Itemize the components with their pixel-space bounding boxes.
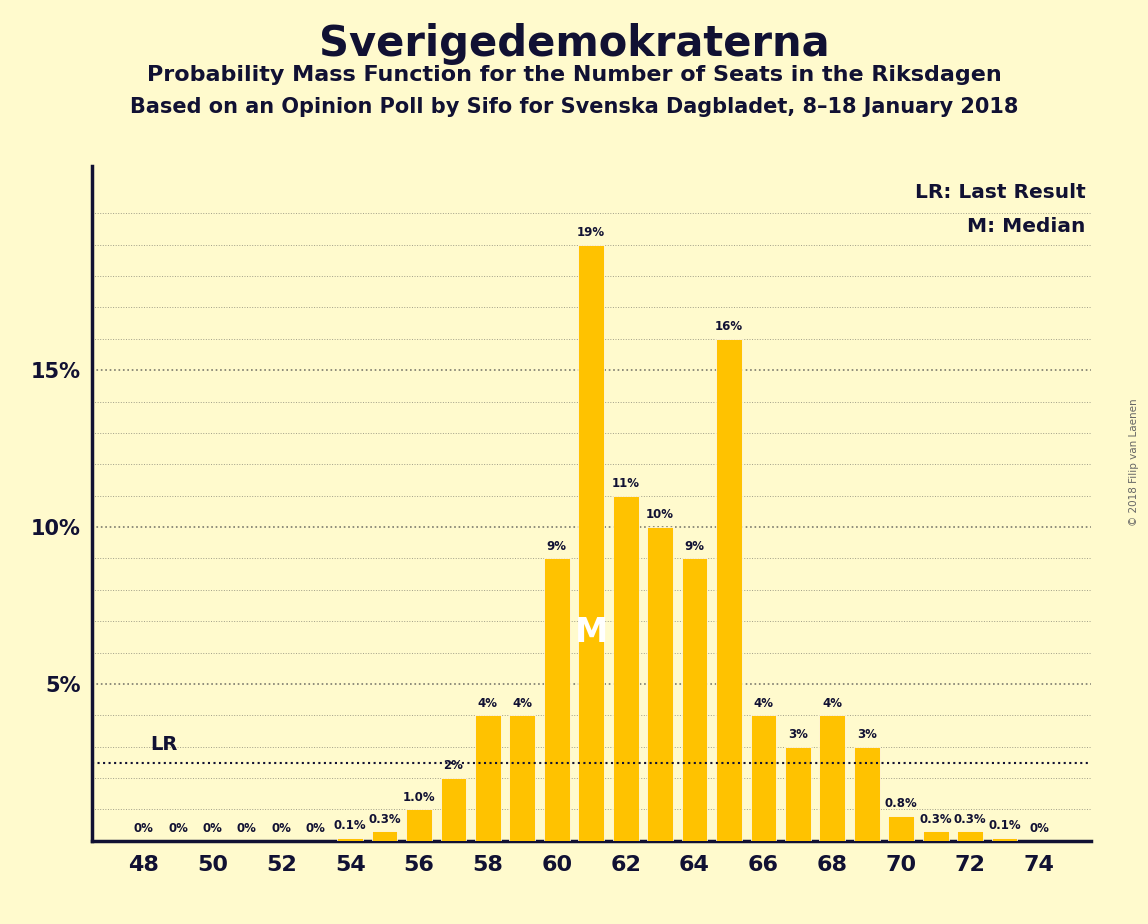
Bar bbox=[579, 245, 604, 841]
Text: M: M bbox=[575, 615, 607, 649]
Bar bbox=[785, 747, 810, 841]
Bar bbox=[820, 715, 845, 841]
Text: 0.3%: 0.3% bbox=[920, 813, 952, 826]
Text: 19%: 19% bbox=[577, 226, 605, 239]
Bar bbox=[406, 809, 432, 841]
Text: 9%: 9% bbox=[684, 540, 705, 553]
Bar bbox=[338, 838, 363, 841]
Text: 0%: 0% bbox=[305, 822, 326, 835]
Bar bbox=[923, 832, 948, 841]
Text: 0%: 0% bbox=[168, 822, 188, 835]
Text: 0.1%: 0.1% bbox=[334, 819, 366, 832]
Text: 4%: 4% bbox=[512, 697, 533, 710]
Text: Probability Mass Function for the Number of Seats in the Riksdagen: Probability Mass Function for the Number… bbox=[147, 65, 1001, 85]
Text: 0.8%: 0.8% bbox=[885, 797, 917, 810]
Text: 0%: 0% bbox=[1029, 822, 1049, 835]
Bar bbox=[475, 715, 501, 841]
Text: 0%: 0% bbox=[133, 822, 154, 835]
Bar bbox=[889, 816, 914, 841]
Text: 0%: 0% bbox=[202, 822, 223, 835]
Text: 0%: 0% bbox=[271, 822, 292, 835]
Text: 4%: 4% bbox=[753, 697, 774, 710]
Text: 3%: 3% bbox=[788, 728, 808, 741]
Text: 10%: 10% bbox=[646, 508, 674, 521]
Text: 0.3%: 0.3% bbox=[954, 813, 986, 826]
Bar bbox=[992, 838, 1017, 841]
Text: 2%: 2% bbox=[443, 760, 464, 772]
Text: 4%: 4% bbox=[822, 697, 843, 710]
Bar bbox=[647, 527, 673, 841]
Text: 11%: 11% bbox=[612, 477, 639, 490]
Text: 9%: 9% bbox=[546, 540, 567, 553]
Text: 3%: 3% bbox=[856, 728, 877, 741]
Bar bbox=[854, 747, 879, 841]
Text: 16%: 16% bbox=[715, 321, 743, 334]
Text: LR: Last Result: LR: Last Result bbox=[915, 183, 1086, 202]
Text: 0%: 0% bbox=[236, 822, 257, 835]
Text: 4%: 4% bbox=[478, 697, 498, 710]
Text: Sverigedemokraterna: Sverigedemokraterna bbox=[319, 23, 829, 65]
Bar bbox=[510, 715, 535, 841]
Bar bbox=[751, 715, 776, 841]
Text: 0.3%: 0.3% bbox=[369, 813, 401, 826]
Bar bbox=[441, 778, 466, 841]
Text: M: Median: M: Median bbox=[968, 217, 1086, 236]
Bar bbox=[613, 496, 638, 841]
Bar bbox=[957, 832, 983, 841]
Bar bbox=[716, 339, 742, 841]
Bar bbox=[544, 558, 569, 841]
Text: 1.0%: 1.0% bbox=[403, 791, 435, 804]
Bar bbox=[682, 558, 707, 841]
Text: 0.1%: 0.1% bbox=[988, 819, 1021, 832]
Text: LR: LR bbox=[150, 735, 178, 754]
Bar bbox=[372, 832, 397, 841]
Text: © 2018 Filip van Laenen: © 2018 Filip van Laenen bbox=[1130, 398, 1139, 526]
Text: Based on an Opinion Poll by Sifo for Svenska Dagbladet, 8–18 January 2018: Based on an Opinion Poll by Sifo for Sve… bbox=[130, 97, 1018, 117]
